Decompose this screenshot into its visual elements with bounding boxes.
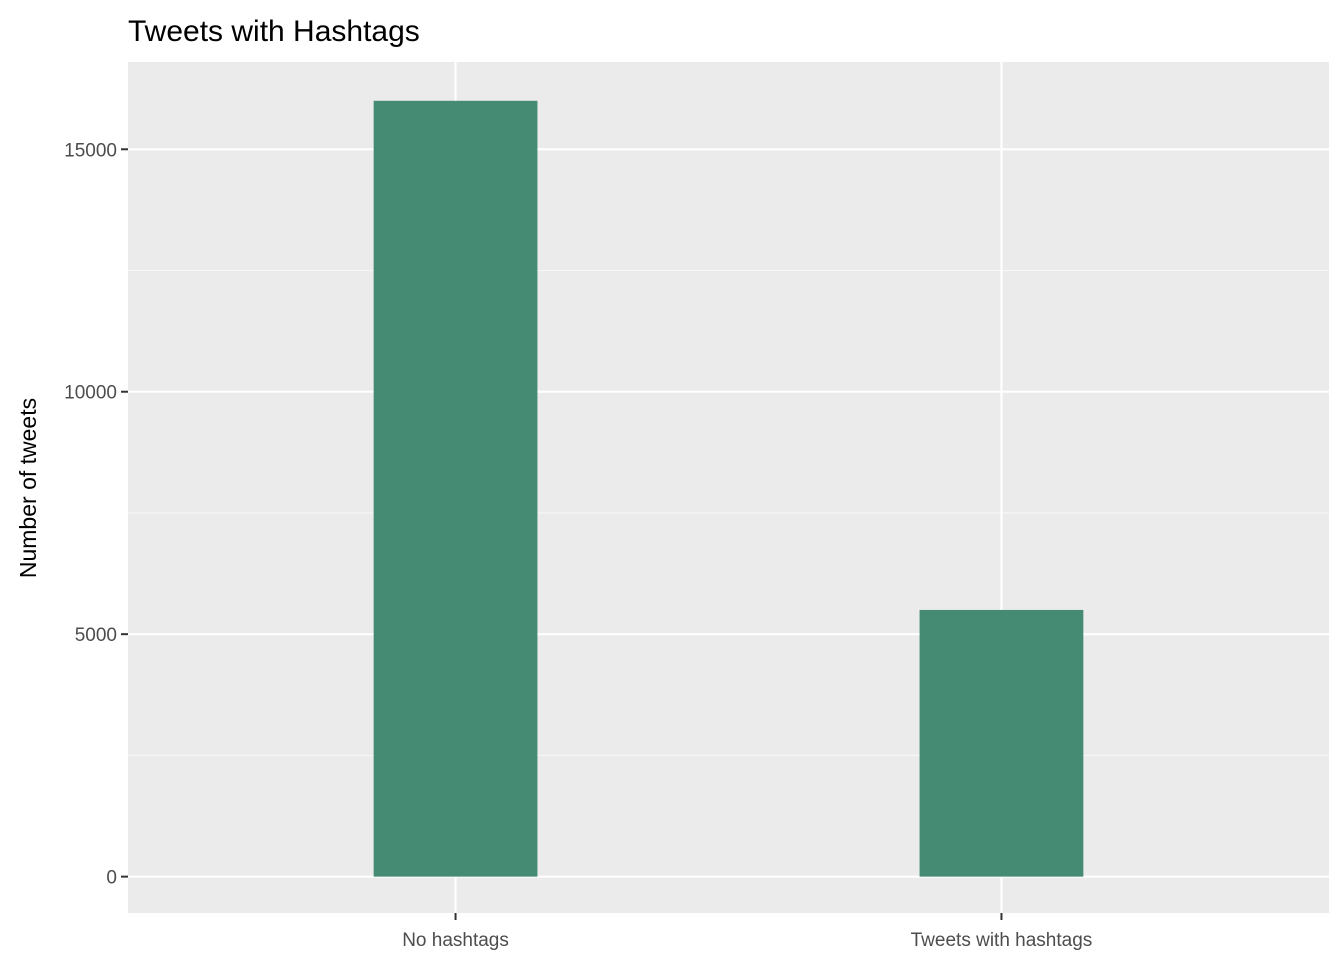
bar [919, 609, 1084, 877]
y-axis-label: Number of tweets [15, 398, 41, 578]
chart-title: Tweets with Hashtags [128, 15, 420, 48]
y-tick-label: 5000 [75, 625, 117, 646]
bars [373, 100, 1084, 877]
y-tick-label: 0 [106, 868, 117, 889]
x-axis: No hashtags Tweets with hashtags [402, 913, 1092, 951]
y-axis: 0 5000 10000 15000 [64, 140, 128, 889]
plot-panel [128, 62, 1329, 913]
bar [373, 100, 538, 877]
y-tick-label: 10000 [64, 383, 117, 404]
minor-gridlines [128, 269, 1329, 756]
y-tick-label: 15000 [64, 140, 117, 161]
x-tick-label: Tweets with hashtags [911, 930, 1093, 951]
x-tick-label: No hashtags [402, 930, 509, 951]
